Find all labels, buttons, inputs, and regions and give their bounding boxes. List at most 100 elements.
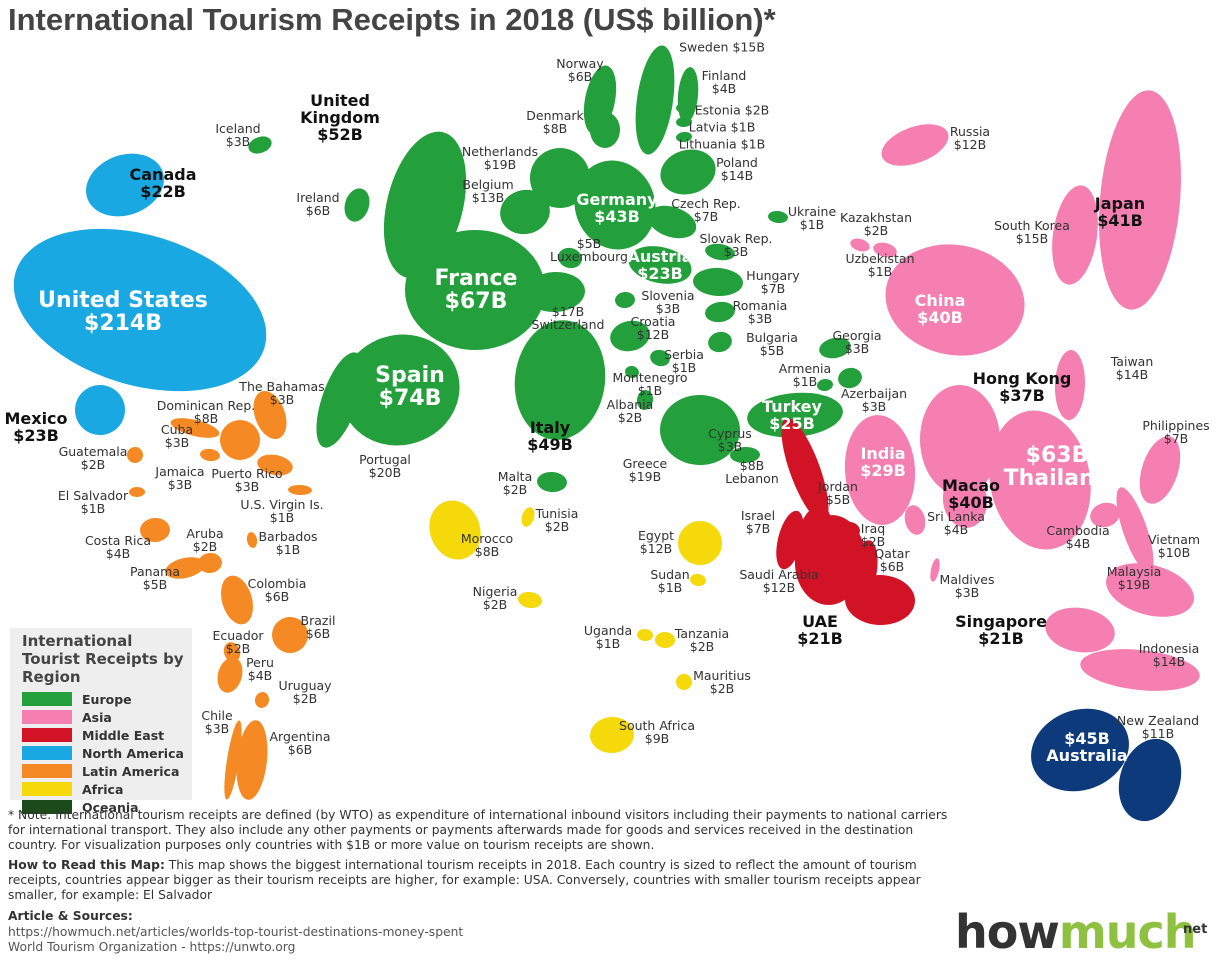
country-shape	[429, 500, 481, 560]
country-value: $12B	[636, 327, 670, 342]
country-shape	[129, 486, 145, 498]
country-label: Germany $43B	[576, 191, 657, 226]
country-value: $2B	[744, 102, 770, 118]
country-value: $8B	[193, 411, 219, 426]
country-label: Slovak Rep. $3B	[699, 232, 772, 258]
country-name: Italy	[529, 418, 571, 438]
country-name: Romania	[732, 297, 788, 313]
note: * Note: International tourism receipts a…	[8, 808, 948, 852]
country-shape	[1139, 436, 1181, 504]
country-label: U.S. Virgin Is. $1B	[240, 498, 323, 524]
country-name: Lebanon	[725, 471, 779, 486]
country-shape	[254, 692, 270, 708]
country-name: Puerto Rico	[211, 465, 283, 481]
country-label: Azerbaijan $3B	[841, 387, 907, 413]
country-value: $3B	[204, 721, 230, 736]
country-name: Israel	[740, 507, 776, 523]
legend-label: Africa	[82, 781, 124, 797]
country-value: $6B	[879, 559, 905, 574]
country-name: Latvia	[688, 119, 727, 135]
country-label: Tunisia $2B	[536, 507, 579, 533]
legend: International Tourist Receipts by Region…	[10, 628, 192, 815]
country-shape	[989, 410, 1091, 550]
how-to-read: How to Read this Map: This map shows the…	[8, 858, 948, 903]
country-shape	[223, 642, 241, 662]
legend-swatch	[22, 728, 72, 742]
country-value: $1B	[80, 501, 106, 516]
country-shape	[676, 131, 692, 143]
legend-label: Asia	[82, 709, 112, 725]
country-value: $3B	[747, 311, 773, 326]
legend-item: Asia	[22, 708, 192, 726]
country-value: $2B	[709, 681, 735, 696]
country-value: $49B	[527, 435, 573, 454]
country-name: Poland	[716, 154, 758, 170]
country-label: El Salvador $1B	[58, 489, 128, 515]
country-label: United States $214B	[38, 289, 208, 335]
country-value: $1B	[657, 580, 683, 595]
country-shape	[660, 394, 740, 466]
country-label: Cuba $3B	[161, 423, 193, 449]
country-shape	[1045, 607, 1115, 653]
country-value: $6B	[305, 203, 331, 218]
country-name: Tunisia	[535, 505, 579, 521]
country-name: Greece	[622, 455, 668, 471]
country-shape	[75, 385, 125, 435]
country-shape	[881, 124, 949, 166]
country-name: U.S. Virgin Is.	[240, 496, 324, 512]
source-1[interactable]: https://howmuch.net/articles/worlds-top-…	[8, 925, 464, 939]
country-label: Iraq $2B	[861, 522, 885, 548]
country-shape	[794, 515, 866, 605]
country-shape	[13, 228, 267, 392]
legend-swatch	[22, 710, 72, 724]
legend-title: International Tourist Receipts by Region	[22, 632, 184, 686]
country-shape	[1031, 708, 1129, 792]
country-name: Estonia	[694, 102, 741, 118]
country-value: $8B	[542, 121, 568, 136]
country-value: $1B	[269, 510, 295, 525]
country-shape	[140, 517, 170, 543]
country-name: Sweden	[679, 39, 729, 55]
country-shape	[660, 149, 716, 195]
country-value: $1B	[671, 360, 697, 375]
country-value: $17B	[551, 303, 585, 319]
country-name: Montenegro	[612, 369, 688, 385]
country-value: $25B	[769, 414, 815, 433]
country-shape	[636, 390, 654, 410]
country-value: $1B	[740, 136, 766, 152]
country-name: Belgium	[462, 176, 514, 192]
country-label: UAE $21B	[797, 613, 843, 648]
country-shape	[224, 720, 242, 800]
country-label: Czech Rep. $7B	[671, 197, 740, 223]
country-shape	[500, 189, 550, 235]
country-label: Croatia $12B	[631, 315, 676, 341]
country-value: $6B	[567, 69, 593, 84]
country-value: $14B	[1115, 367, 1149, 382]
country-name: Slovenia	[641, 287, 695, 303]
country-shape	[170, 418, 220, 438]
country-value: $2B	[502, 482, 528, 497]
country-value: $3B	[225, 134, 251, 149]
country-label: Finland $4B	[702, 69, 747, 95]
country-shape	[705, 301, 735, 323]
legend-item: Middle East	[22, 726, 192, 744]
country-value: $6B	[305, 626, 331, 641]
country-shape	[1090, 502, 1120, 528]
country-value: $9B	[644, 731, 670, 746]
country-shape	[690, 573, 706, 587]
country-shape	[405, 230, 545, 350]
country-name: Jamaica	[155, 463, 205, 479]
legend-item: Europe	[22, 690, 192, 708]
country-value: $12B	[762, 580, 796, 595]
country-value: $37B	[999, 386, 1045, 405]
country-shape	[708, 331, 732, 353]
brand-much: much	[1058, 905, 1197, 959]
country-shape	[1106, 563, 1194, 617]
country-label: Uruguay $2B	[278, 679, 331, 705]
how-to-text: This map shows the biggest international…	[8, 858, 921, 902]
country-label: Ukraine $1B	[788, 205, 836, 231]
country-shape	[272, 617, 308, 653]
country-shape	[86, 153, 164, 217]
country-shape	[1054, 350, 1086, 420]
country-label: $5B Luxembourg	[550, 237, 628, 263]
